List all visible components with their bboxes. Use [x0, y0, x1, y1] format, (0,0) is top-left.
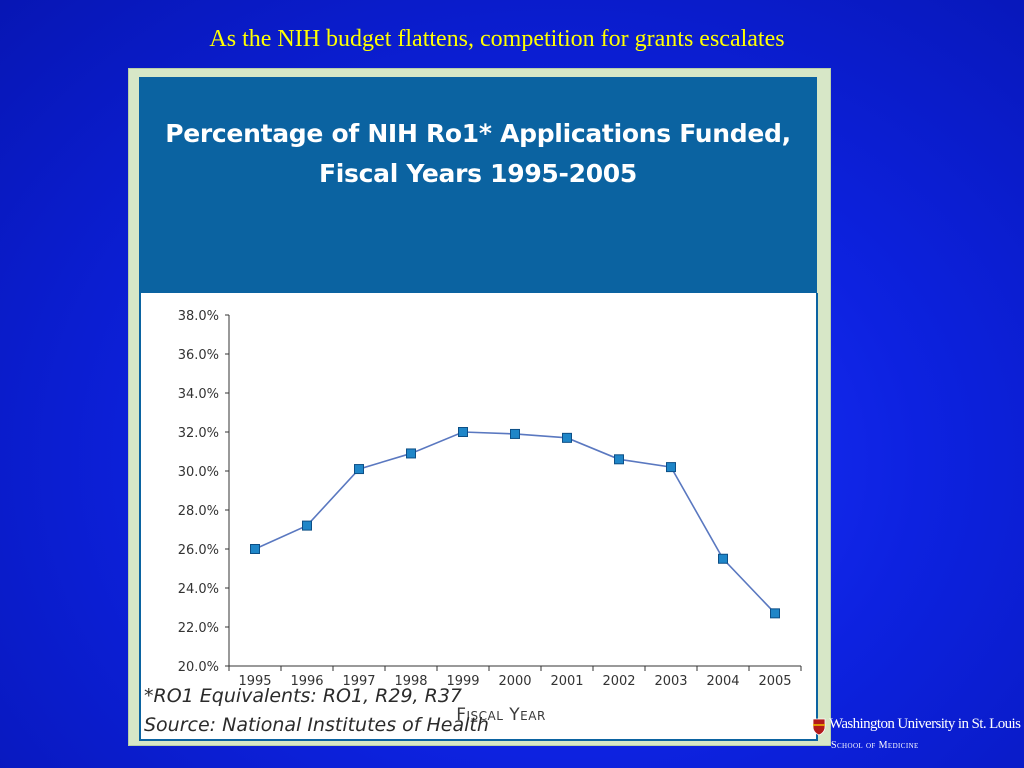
y-tick-label: 26.0% [178, 543, 219, 558]
series-line [254, 431, 776, 614]
logo-subtitle: School of Medicine [831, 740, 919, 751]
data-point-marker [770, 608, 780, 619]
data-point-marker [614, 454, 624, 465]
x-tick-label: 1996 [290, 674, 323, 689]
data-point-marker [666, 462, 676, 473]
y-tick-label: 22.0% [178, 621, 219, 636]
x-tick-label: 2001 [550, 674, 583, 689]
x-tick-label: 2004 [706, 674, 739, 689]
data-point-marker [458, 427, 468, 437]
data-point-marker [718, 553, 728, 564]
plot-panel: 20.0% 22.0% 24.0% 26.0% 28.0% 30.0% 32.0% 34.0%… [139, 293, 818, 741]
chart-title-line-2: Fiscal Years 1995-2005 [319, 159, 637, 188]
y-tick-label: 36.0% [178, 348, 219, 363]
x-tick-label: 1999 [446, 674, 479, 689]
chart-figure: Percentage of NIH Ro1* Applications Fund… [129, 69, 830, 745]
y-tick-label: 20.0% [178, 660, 219, 675]
x-tick-label: 2000 [498, 674, 531, 689]
chart-header: Percentage of NIH Ro1* Applications Fund… [139, 77, 817, 293]
line-chart: 20.0% 22.0% 24.0% 26.0% 28.0% 30.0% 32.0% 34.0%… [178, 309, 802, 725]
chart-title-line-1: Percentage of NIH Ro1* Applications Fund… [165, 119, 791, 148]
data-point-marker [302, 520, 312, 531]
footnote-source: Source: National Institutes of Health [144, 714, 489, 736]
shield-icon [812, 718, 826, 736]
y-tick-label: 38.0% [178, 309, 219, 324]
x-tick-label: 1995 [238, 674, 271, 689]
data-point-marker [250, 544, 260, 554]
data-point-marker [510, 428, 520, 439]
footnote-equivalents: *RO1 Equivalents: RO1, R29, R37 [144, 685, 463, 707]
data-point-marker [354, 464, 364, 475]
x-tick-label: 2003 [654, 674, 687, 689]
y-tick-label: 32.0% [178, 426, 219, 441]
slide-title: As the NIH budget flattens, competition … [209, 26, 785, 52]
logo-name: Washington University in St. Louis [829, 716, 1021, 732]
data-point-marker [406, 448, 416, 459]
data-point-marker [562, 432, 572, 443]
y-tick-label: 28.0% [178, 504, 219, 519]
x-tick-label: 1997 [342, 674, 375, 689]
x-tick-label: 1998 [394, 674, 427, 689]
x-tick-label: 2002 [602, 674, 635, 689]
x-tick-label: 2005 [758, 674, 791, 689]
y-tick-label: 24.0% [178, 582, 219, 597]
y-tick-label: 34.0% [178, 387, 219, 402]
y-tick-label: 30.0% [178, 465, 219, 480]
x-axis-title: Fiscal Year [456, 705, 546, 725]
university-logo: Washington University in St. Louis Schoo… [812, 716, 1024, 768]
